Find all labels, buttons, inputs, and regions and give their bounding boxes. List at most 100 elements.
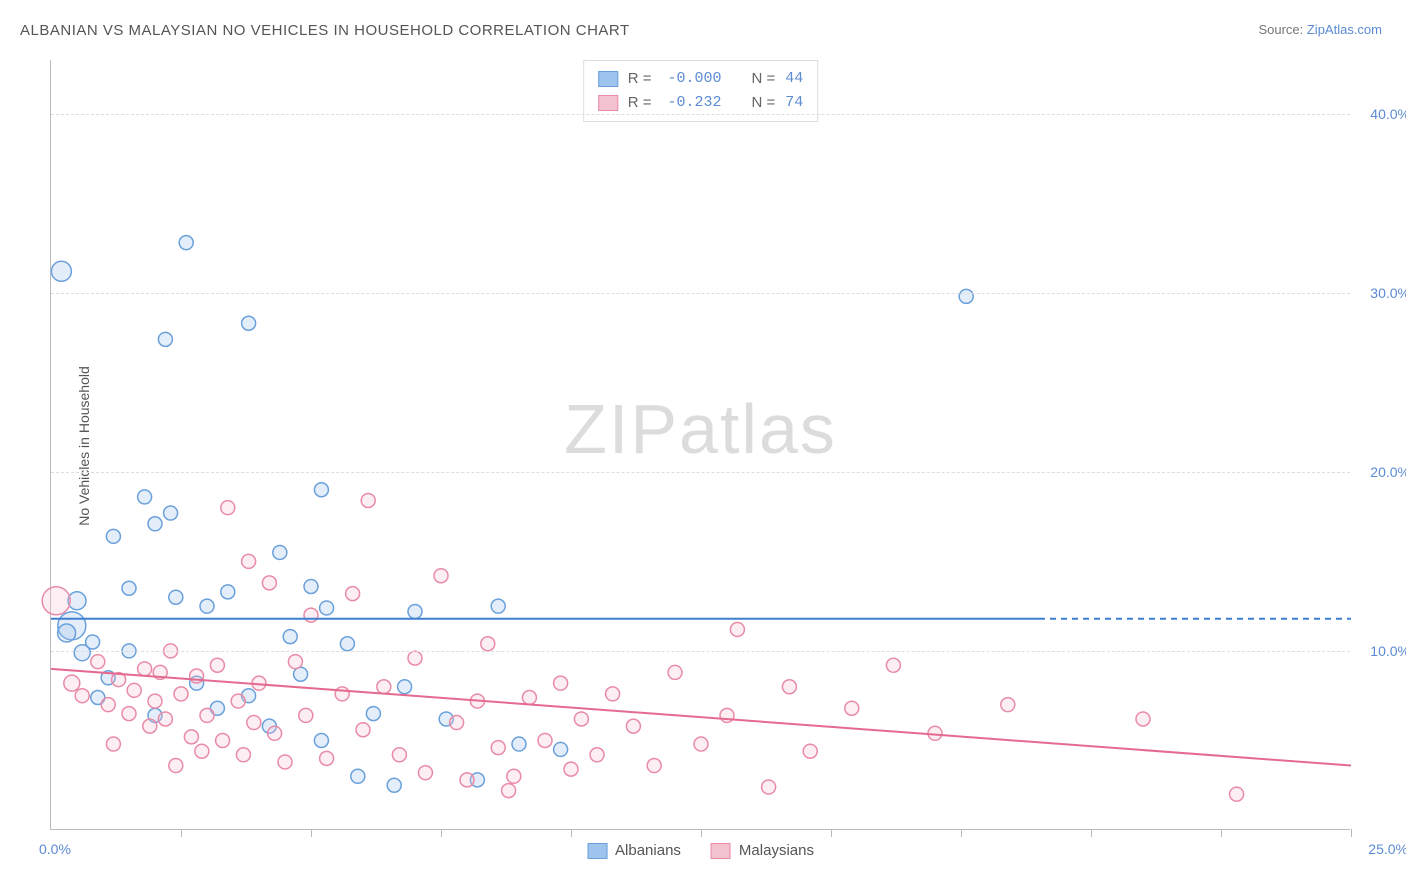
data-point (148, 694, 162, 708)
legend-n-label: N = (751, 67, 775, 91)
data-point (450, 716, 464, 730)
legend-row: R =-0.232N =74 (598, 91, 804, 115)
data-point (1136, 712, 1150, 726)
legend-r-label: R = (628, 67, 652, 91)
data-point (392, 748, 406, 762)
data-point (408, 605, 422, 619)
legend-series: Albanians Malaysians (587, 842, 814, 859)
data-point (138, 662, 152, 676)
data-point (361, 494, 375, 508)
data-point (278, 755, 292, 769)
data-point (1230, 787, 1244, 801)
y-tick-label: 10.0% (1370, 643, 1406, 659)
data-point (460, 773, 474, 787)
data-point (164, 506, 178, 520)
data-point (106, 737, 120, 751)
data-point (398, 680, 412, 694)
data-point (247, 716, 261, 730)
gridline (51, 293, 1350, 294)
data-point (335, 687, 349, 701)
data-point (127, 683, 141, 697)
data-point (242, 316, 256, 330)
data-point (242, 554, 256, 568)
data-point (502, 784, 516, 798)
data-point (174, 687, 188, 701)
x-tick (311, 829, 312, 837)
data-point (606, 687, 620, 701)
data-point (200, 599, 214, 613)
legend-series-label: Malaysians (739, 842, 814, 859)
data-point (91, 655, 105, 669)
data-point (886, 658, 900, 672)
data-point (148, 517, 162, 531)
legend-swatch (598, 71, 618, 87)
legend-swatch (587, 843, 607, 859)
data-point (564, 762, 578, 776)
x-min-label: 0.0% (39, 841, 71, 857)
legend-swatch (711, 843, 731, 859)
data-point (143, 719, 157, 733)
data-point (262, 576, 276, 590)
data-point (122, 581, 136, 595)
data-point (668, 665, 682, 679)
data-point (283, 630, 297, 644)
data-point (288, 655, 302, 669)
source-prefix: Source: (1258, 22, 1306, 37)
data-point (101, 698, 115, 712)
chart-title: ALBANIAN VS MALAYSIAN NO VEHICLES IN HOU… (20, 22, 630, 39)
data-point (590, 748, 604, 762)
data-point (522, 690, 536, 704)
legend-series-label: Albanians (615, 842, 681, 859)
data-point (512, 737, 526, 751)
data-point (377, 680, 391, 694)
data-point (122, 707, 136, 721)
data-point (304, 608, 318, 622)
data-point (491, 599, 505, 613)
legend-r-value: -0.232 (661, 91, 721, 115)
x-tick (961, 829, 962, 837)
data-point (184, 730, 198, 744)
legend-swatch (598, 95, 618, 111)
source-link[interactable]: ZipAtlas.com (1307, 22, 1382, 37)
data-point (1001, 698, 1015, 712)
data-point (42, 587, 70, 615)
data-point (694, 737, 708, 751)
gridline (51, 114, 1350, 115)
scatter-plot: ZIPatlas R =-0.000N =44R =-0.232N =74 Al… (50, 60, 1350, 830)
data-point (216, 733, 230, 747)
data-point (762, 780, 776, 794)
legend-item: Malaysians (711, 842, 814, 859)
data-point (574, 712, 588, 726)
data-point (730, 622, 744, 636)
data-point (200, 708, 214, 722)
data-point (51, 261, 71, 281)
data-point (268, 726, 282, 740)
gridline (51, 651, 1350, 652)
data-point (803, 744, 817, 758)
data-point (75, 689, 89, 703)
x-tick (441, 829, 442, 837)
y-tick-label: 30.0% (1370, 285, 1406, 301)
data-point (491, 741, 505, 755)
legend-r-label: R = (628, 91, 652, 115)
gridline (51, 472, 1350, 473)
data-point (845, 701, 859, 715)
x-tick (1091, 829, 1092, 837)
data-point (158, 712, 172, 726)
source-attribution: Source: ZipAtlas.com (1258, 22, 1382, 37)
data-point (106, 529, 120, 543)
legend-item: Albanians (587, 842, 681, 859)
data-point (314, 483, 328, 497)
data-point (221, 585, 235, 599)
legend-n-label: N = (751, 91, 775, 115)
data-point (782, 680, 796, 694)
data-point (418, 766, 432, 780)
data-point (158, 332, 172, 346)
data-point (959, 289, 973, 303)
data-point (346, 587, 360, 601)
data-point (221, 501, 235, 515)
data-point (507, 769, 521, 783)
data-point (538, 733, 552, 747)
data-point (179, 236, 193, 250)
data-point (351, 769, 365, 783)
